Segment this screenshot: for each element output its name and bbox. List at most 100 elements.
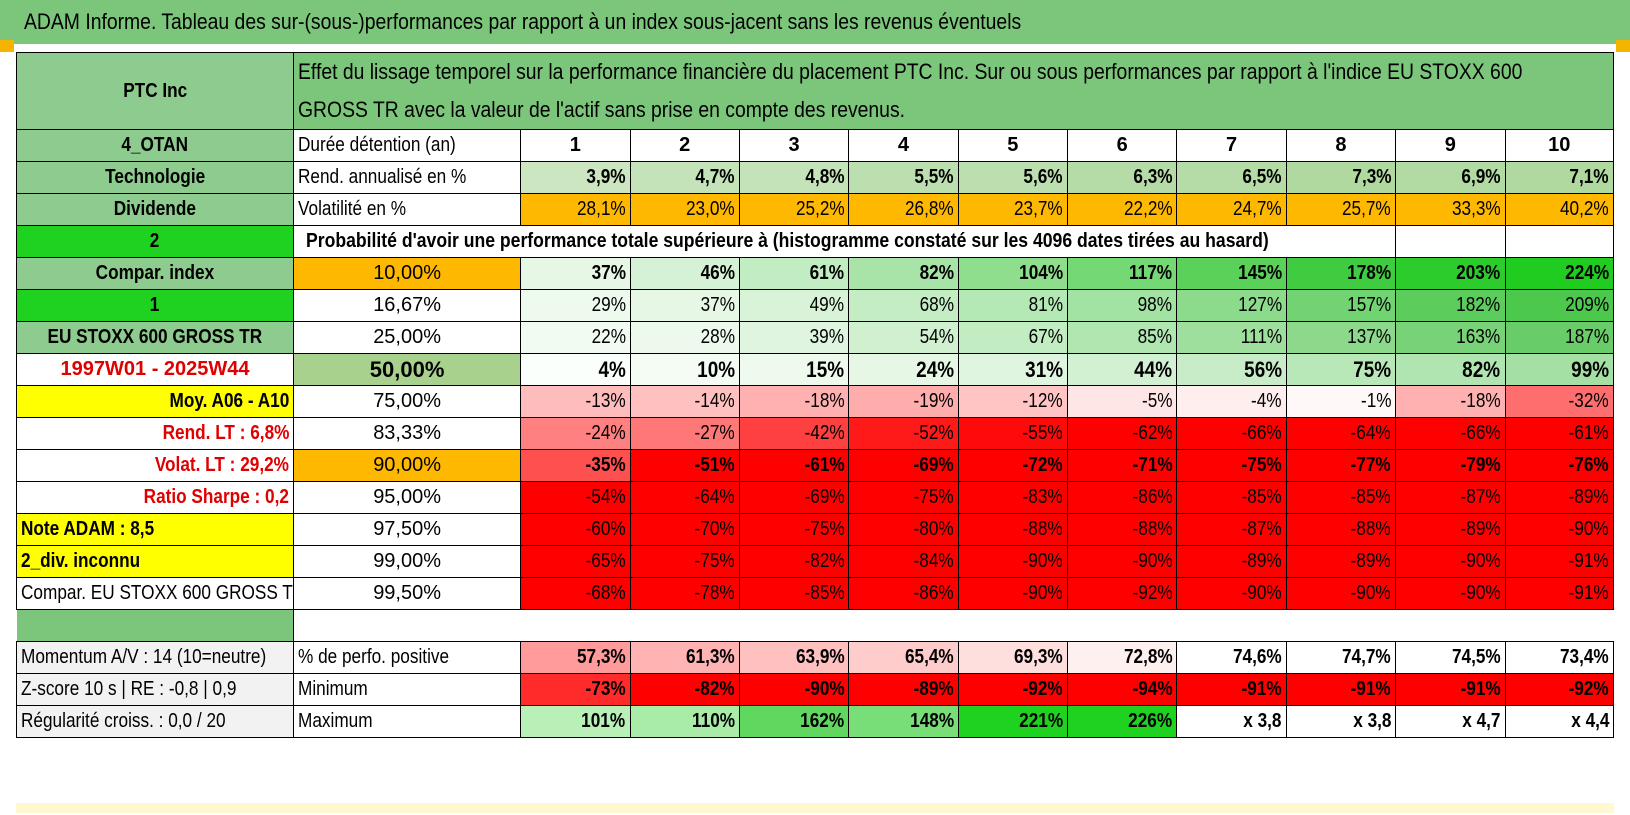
rend-value: 7,3%: [1285, 161, 1397, 194]
stat-value: -73%: [520, 673, 631, 706]
n2-label: 2: [15, 225, 295, 258]
quantile-value: -86%: [848, 577, 959, 610]
quantile-value: -55%: [957, 417, 1069, 450]
quantile-row: Note ADAM : 8,5 97,50% -60% -70% -75% -80% -88…: [15, 513, 1615, 546]
stat-value: 73,4%: [1504, 641, 1615, 674]
company-name: PTC Inc: [15, 52, 295, 130]
vol-value: 22,2%: [1067, 193, 1178, 226]
vol-value: 23,7%: [957, 193, 1069, 226]
quantile-value: 4%: [520, 353, 631, 386]
quantile-value: 68%: [848, 289, 959, 322]
maximum-row: Régularité croiss. : 0,0 / 20 Maximum 101%…: [15, 705, 1615, 738]
quantile-percent: 99,50%: [293, 577, 522, 610]
quantile-value: -18%: [738, 385, 850, 418]
quantile-value: -4%: [1176, 385, 1287, 418]
stat-value: -89%: [848, 673, 959, 706]
prob-title: Probabilité d'avoir une performance tota…: [293, 225, 1397, 258]
quantile-value: 157%: [1285, 289, 1397, 322]
stat-value: -82%: [629, 673, 740, 706]
quantile-value: -42%: [738, 417, 850, 450]
stat-value: 69,3%: [957, 641, 1069, 674]
quantile-percent: 99,00%: [293, 545, 522, 578]
div-label: 2_div. inconnu: [15, 545, 295, 578]
quantile-value: -87%: [1395, 481, 1506, 514]
stat-value: 72,8%: [1067, 641, 1178, 674]
vol-value: 26,8%: [848, 193, 959, 226]
edge-marker-left: [0, 40, 14, 52]
quantile-value: -89%: [1504, 481, 1615, 514]
quantile-value: -75%: [848, 481, 959, 514]
quantile-value: 49%: [738, 289, 850, 322]
quantile-value: -65%: [520, 545, 631, 578]
quantile-value: -70%: [629, 513, 740, 546]
quantile-value: -90%: [1176, 577, 1287, 610]
vol-value: 25,2%: [738, 193, 850, 226]
quantile-value: -90%: [1395, 577, 1506, 610]
stat-value: 57,3%: [520, 641, 631, 674]
stat-label: Maximum: [293, 705, 522, 738]
quantile-value: -14%: [629, 385, 740, 418]
quantile-value: -90%: [1285, 577, 1397, 610]
vol-value: 24,7%: [1176, 193, 1287, 226]
quantile-value: 182%: [1395, 289, 1506, 322]
quantile-value: -18%: [1395, 385, 1506, 418]
quantile-value: -89%: [1176, 545, 1287, 578]
quantile-value: -88%: [957, 513, 1069, 546]
quantile-value: -75%: [738, 513, 850, 546]
quantile-row: 1997W01 - 2025W44 50,00% 4% 10% 15% 24% 31% 44%…: [15, 353, 1615, 386]
n1-label: 1: [15, 289, 295, 322]
quantile-percent: 75,00%: [293, 385, 522, 418]
quantile-value: -85%: [738, 577, 850, 610]
rend-value: 5,5%: [848, 161, 959, 194]
year-header: 2: [629, 129, 740, 162]
quantile-value: -89%: [1395, 513, 1506, 546]
stat-value: x 4,7: [1395, 705, 1506, 738]
year-header: 6: [1067, 129, 1178, 162]
quantile-value: -66%: [1176, 417, 1287, 450]
quantile-value: 10%: [629, 353, 740, 386]
vol-value: 40,2%: [1504, 193, 1615, 226]
quantile-value: -19%: [848, 385, 959, 418]
stat-value: -92%: [1504, 673, 1615, 706]
stat-side-label: Régularité croiss. : 0,0 / 20: [15, 705, 295, 738]
blank-cell: [1504, 225, 1615, 258]
quantile-value: 44%: [1067, 353, 1178, 386]
quantile-value: 31%: [957, 353, 1069, 386]
quantile-value: 28%: [629, 321, 740, 354]
stat-value: 148%: [848, 705, 959, 738]
quantile-value: -90%: [957, 545, 1069, 578]
edge-marker-right: [1616, 40, 1630, 52]
quantile-value: -1%: [1285, 385, 1397, 418]
vol-value: 23,0%: [629, 193, 740, 226]
quantile-value: 75%: [1285, 353, 1397, 386]
stat-value: -91%: [1176, 673, 1287, 706]
quantile-value: -12%: [957, 385, 1069, 418]
quantile-value: 29%: [520, 289, 631, 322]
quantile-value: -60%: [520, 513, 631, 546]
quantile-value: -88%: [1067, 513, 1178, 546]
quantile-value: 111%: [1176, 321, 1287, 354]
quantile-value: 163%: [1395, 321, 1506, 354]
quantile-value: -71%: [1067, 449, 1178, 482]
rend-label: Rend. annualisé en %: [293, 161, 522, 194]
code-label: 4_OTAN: [15, 129, 295, 162]
stat-label: Minimum: [293, 673, 522, 706]
quantile-value: 37%: [629, 289, 740, 322]
quantile-value: -32%: [1504, 385, 1615, 418]
quantile-value: -75%: [629, 545, 740, 578]
vol-value: 25,7%: [1285, 193, 1397, 226]
quantile-value: -61%: [738, 449, 850, 482]
quantile-value: -80%: [848, 513, 959, 546]
description: Effet du lissage temporel sur la perform…: [293, 52, 1614, 130]
volat-lt-label: Volat. LT : 29,2%: [15, 449, 295, 482]
quantile-value: -75%: [1176, 449, 1287, 482]
quantile-percent: 16,67%: [293, 289, 522, 322]
quantile-row: Rend. LT : 6,8% 83,33% -24% -27% -42% -52% -55…: [15, 417, 1615, 450]
moy-label: Moy. A06 - A10: [15, 385, 295, 418]
years-row: 4_OTAN Durée détention (an) 1 2 3 4 5 6 7 8 9 10: [15, 129, 1615, 162]
quantile-value: -85%: [1285, 481, 1397, 514]
quantile-value: 37%: [520, 257, 631, 290]
quantile-value: -68%: [520, 577, 631, 610]
quantile-percent: 97,50%: [293, 513, 522, 546]
blank-cell: [1395, 225, 1506, 258]
